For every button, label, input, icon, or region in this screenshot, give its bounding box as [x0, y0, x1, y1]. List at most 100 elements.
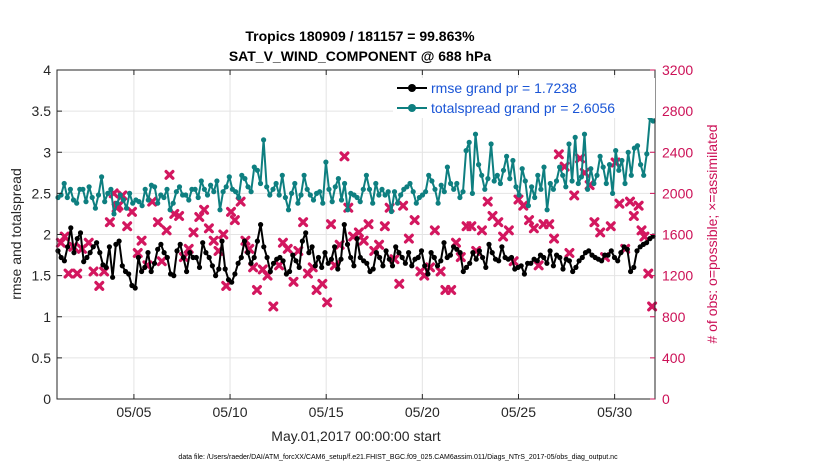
rmse-point	[373, 250, 379, 256]
rmse-point	[309, 244, 315, 250]
x-axis-label: May.01,2017 00:00:00 start	[271, 428, 441, 444]
totalspread-point	[413, 200, 419, 206]
rmse-point	[119, 263, 125, 269]
rmse-point	[97, 250, 103, 256]
obs-assimilated-marker	[435, 266, 446, 277]
obs-assimilated-marker	[83, 237, 94, 248]
totalspread-point	[170, 200, 176, 206]
totalspread-point	[597, 153, 603, 159]
obs-assimilated-marker	[466, 221, 477, 232]
rmse-point	[518, 263, 524, 269]
totalspread-point	[114, 200, 120, 206]
rmse-point	[116, 238, 122, 244]
totalspread-point	[270, 186, 276, 192]
obs-assimilated-marker	[136, 235, 147, 246]
totalspread-point	[575, 180, 581, 187]
rmse-point	[55, 248, 61, 254]
obs-assimilated-marker	[605, 221, 616, 232]
totalspread-point	[357, 199, 363, 205]
totalspread-point	[628, 172, 634, 178]
rmse-point	[447, 252, 453, 258]
rmse-point	[418, 248, 425, 254]
totalspread-point	[108, 186, 114, 192]
totalspread-point	[606, 162, 613, 168]
totalspread-point	[363, 172, 369, 178]
rmse-point	[579, 254, 585, 261]
totalspread-point	[123, 205, 130, 211]
y-left-tick-label: 1	[43, 309, 51, 325]
totalspread-point	[92, 205, 98, 211]
chart-title: Tropics 180909 / 181157 = 99.863%	[245, 28, 475, 44]
legend-marker-totalspread	[408, 104, 416, 112]
rmse-point	[177, 241, 183, 247]
x-tick-label: 05/05	[116, 404, 151, 420]
rmse-point	[254, 238, 260, 244]
totalspread-point	[591, 180, 597, 187]
x-tick-label: 05/20	[405, 404, 440, 420]
legend-marker-rmse	[408, 84, 416, 92]
totalspread-point	[469, 190, 475, 196]
rmse-point	[106, 244, 112, 250]
totalspread-point	[616, 167, 622, 173]
rmse-point	[328, 256, 334, 262]
rmse-point	[68, 225, 74, 231]
totalspread-point	[507, 176, 513, 182]
totalspread-point	[366, 186, 373, 192]
totalspread-point	[557, 164, 563, 170]
obs-assimilated-marker	[633, 200, 644, 211]
totalspread-point	[342, 180, 348, 187]
totalspread-point	[99, 174, 105, 180]
rmse-point	[267, 268, 273, 275]
totalspread-point	[432, 186, 438, 192]
rmse-point	[290, 252, 296, 258]
totalspread-point	[454, 180, 460, 187]
totalspread-point	[161, 194, 167, 201]
rmse-point	[184, 268, 190, 275]
legend-totalspread-label: totalspread grand pr = 2.6056	[431, 100, 615, 116]
totalspread-point	[204, 192, 211, 198]
totalspread-point	[226, 174, 232, 180]
totalspread-point	[532, 194, 538, 201]
y-right-tick-label: 2000	[662, 185, 693, 201]
totalspread-point	[391, 189, 398, 195]
totalspread-point	[323, 159, 329, 165]
rmse-point	[618, 250, 624, 256]
rmse-point	[557, 254, 563, 261]
obs-assimilated-marker	[194, 212, 205, 223]
rmse-point	[473, 256, 479, 262]
rmse-point	[628, 268, 634, 275]
x-tick-label: 05/10	[213, 404, 248, 420]
totalspread-point	[354, 194, 360, 201]
totalspread-point	[460, 189, 466, 195]
totalspread-point	[279, 172, 285, 178]
totalspread-point	[95, 192, 102, 198]
totalspread-point	[373, 180, 379, 187]
x-tick-label: 05/15	[309, 404, 344, 420]
totalspread-point	[326, 186, 332, 192]
totalspread-point	[535, 172, 541, 178]
obs-assimilated-marker	[636, 225, 647, 236]
rmse-point	[402, 260, 408, 266]
totalspread-point	[198, 178, 204, 184]
obs-assimilated-marker	[518, 200, 529, 211]
y-right-tick-label: 3200	[662, 62, 693, 78]
rmse-point	[87, 250, 93, 256]
totalspread-point	[295, 200, 301, 206]
x-tick-label: 05/30	[597, 404, 632, 420]
y-right-tick-label: 2400	[662, 144, 693, 160]
obs-assimilated-marker	[553, 149, 564, 160]
obs-assimilated-marker	[156, 256, 167, 267]
rmse-point	[357, 254, 363, 261]
totalspread-point	[127, 190, 133, 196]
totalspread-point	[494, 172, 500, 178]
obs-assimilated-marker	[55, 237, 66, 248]
x-tick-label: 05/25	[501, 404, 536, 420]
obs-assimilated-marker	[503, 225, 514, 236]
y-left-tick-label: 1.5	[32, 268, 52, 284]
obs-assimilated-marker	[394, 278, 405, 289]
rmse-point	[486, 241, 492, 247]
rmse-point	[467, 260, 473, 266]
rmse-point	[644, 240, 650, 246]
obs-assimilated-marker	[409, 215, 420, 226]
